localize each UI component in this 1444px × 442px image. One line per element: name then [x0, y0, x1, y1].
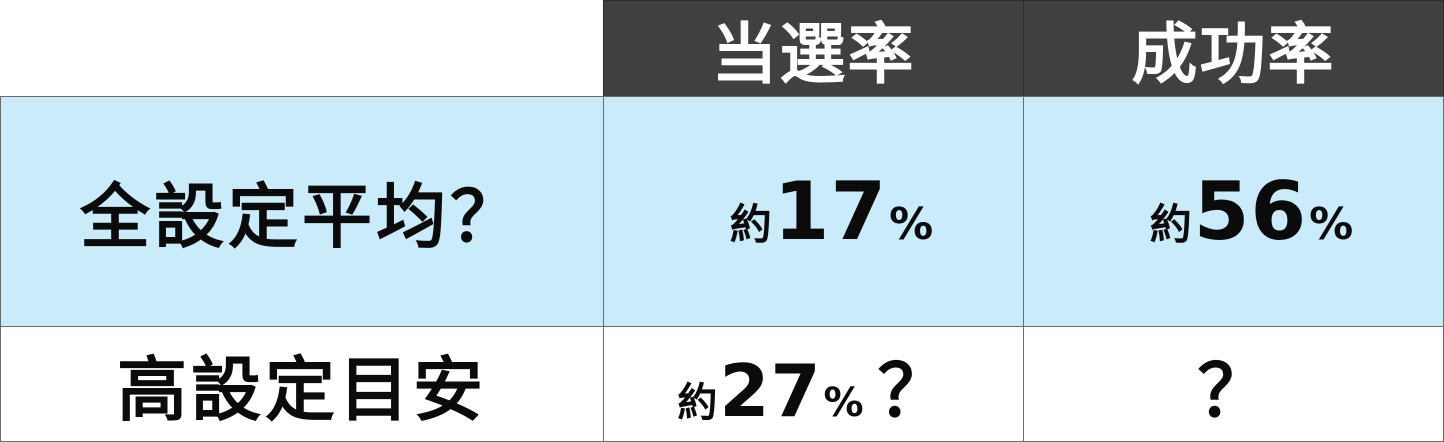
header-hit-rate: 当選率 — [603, 0, 1023, 96]
cell-high-success-rate: ？ — [1023, 326, 1444, 442]
percent-unit: % — [823, 379, 864, 426]
cell-all-success-rate: 約56% — [1023, 96, 1444, 326]
header-success-rate: 成功率 — [1023, 0, 1444, 96]
value-all-hit-rate: 約17% — [730, 165, 933, 258]
value-all-success-rate: 約56% — [1150, 165, 1353, 258]
value-number: 17 — [773, 165, 888, 258]
approx-prefix: 約 — [1149, 200, 1192, 249]
unknown-value: ？ — [1197, 348, 1270, 433]
table-corner — [0, 0, 603, 96]
header-hit-rate-label: 当選率 — [711, 15, 916, 93]
row-label-text: 高設定目安 — [117, 348, 487, 431]
row-label-all-settings: 全設定平均？ — [0, 96, 603, 326]
row-label-text: 全設定平均？ — [80, 176, 524, 258]
header-success-rate-label: 成功率 — [1131, 15, 1336, 93]
approx-prefix: 約 — [729, 200, 772, 249]
cell-all-hit-rate: 約17% — [603, 96, 1023, 326]
approx-prefix: 約 — [677, 379, 718, 426]
percent-unit: % — [1309, 199, 1354, 250]
cell-high-hit-rate: 約27% ？ — [603, 326, 1023, 442]
value-number: 56 — [1193, 165, 1308, 258]
uncertain-mark: ？ — [877, 348, 950, 433]
value-number: 27 — [719, 348, 822, 433]
value-high-hit-rate: 約27% ？ — [677, 332, 949, 437]
row-label-high-setting: 高設定目安 — [0, 326, 603, 442]
percent-unit: % — [889, 199, 934, 250]
